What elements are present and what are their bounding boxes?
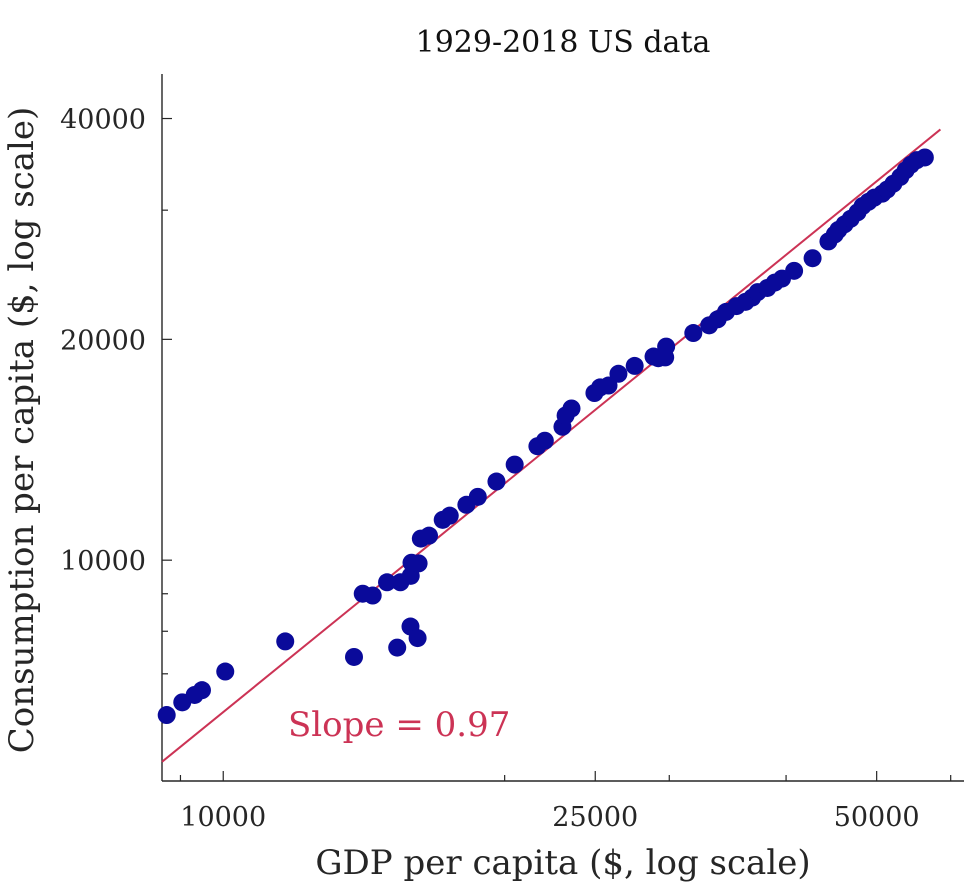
data-point bbox=[378, 573, 397, 592]
y-axis-label: Consumption per capita ($, log scale) bbox=[2, 107, 42, 754]
data-point bbox=[276, 632, 295, 651]
data-point bbox=[192, 681, 211, 700]
y-tick-label: 10000 bbox=[60, 546, 146, 577]
data-point bbox=[216, 662, 235, 681]
data-point bbox=[409, 554, 428, 573]
y-tick-label: 20000 bbox=[60, 325, 146, 356]
data-point bbox=[420, 526, 439, 545]
x-tick-label: 10000 bbox=[180, 802, 266, 833]
data-point bbox=[609, 364, 628, 383]
data-point bbox=[915, 148, 934, 167]
slope-annotation: Slope = 0.97 bbox=[288, 705, 510, 745]
x-tick-label: 50000 bbox=[834, 802, 920, 833]
chart-title: 1929-2018 US data bbox=[416, 25, 711, 60]
data-point bbox=[657, 337, 676, 356]
data-point bbox=[487, 472, 506, 491]
axes bbox=[161, 74, 964, 782]
data-point bbox=[562, 399, 581, 418]
data-point bbox=[625, 356, 644, 375]
data-points bbox=[157, 148, 934, 725]
data-point bbox=[684, 324, 703, 343]
data-point bbox=[408, 629, 427, 648]
data-point bbox=[599, 376, 618, 395]
data-point bbox=[157, 706, 176, 725]
x-axis-label: GDP per capita ($, log scale) bbox=[315, 843, 810, 883]
data-point bbox=[535, 431, 554, 450]
x-tick-label: 25000 bbox=[552, 802, 638, 833]
data-point bbox=[344, 647, 363, 666]
data-point bbox=[363, 586, 382, 605]
data-point bbox=[803, 249, 822, 268]
y-axis-ticks: 10000 20000 40000 bbox=[60, 105, 172, 724]
x-axis-ticks: 10000 25000 50000 bbox=[179, 771, 952, 833]
data-point bbox=[388, 638, 407, 657]
data-point bbox=[505, 455, 524, 474]
data-point bbox=[468, 487, 487, 506]
data-point bbox=[785, 261, 804, 280]
y-tick-label: 40000 bbox=[60, 105, 146, 136]
data-point bbox=[440, 506, 459, 525]
